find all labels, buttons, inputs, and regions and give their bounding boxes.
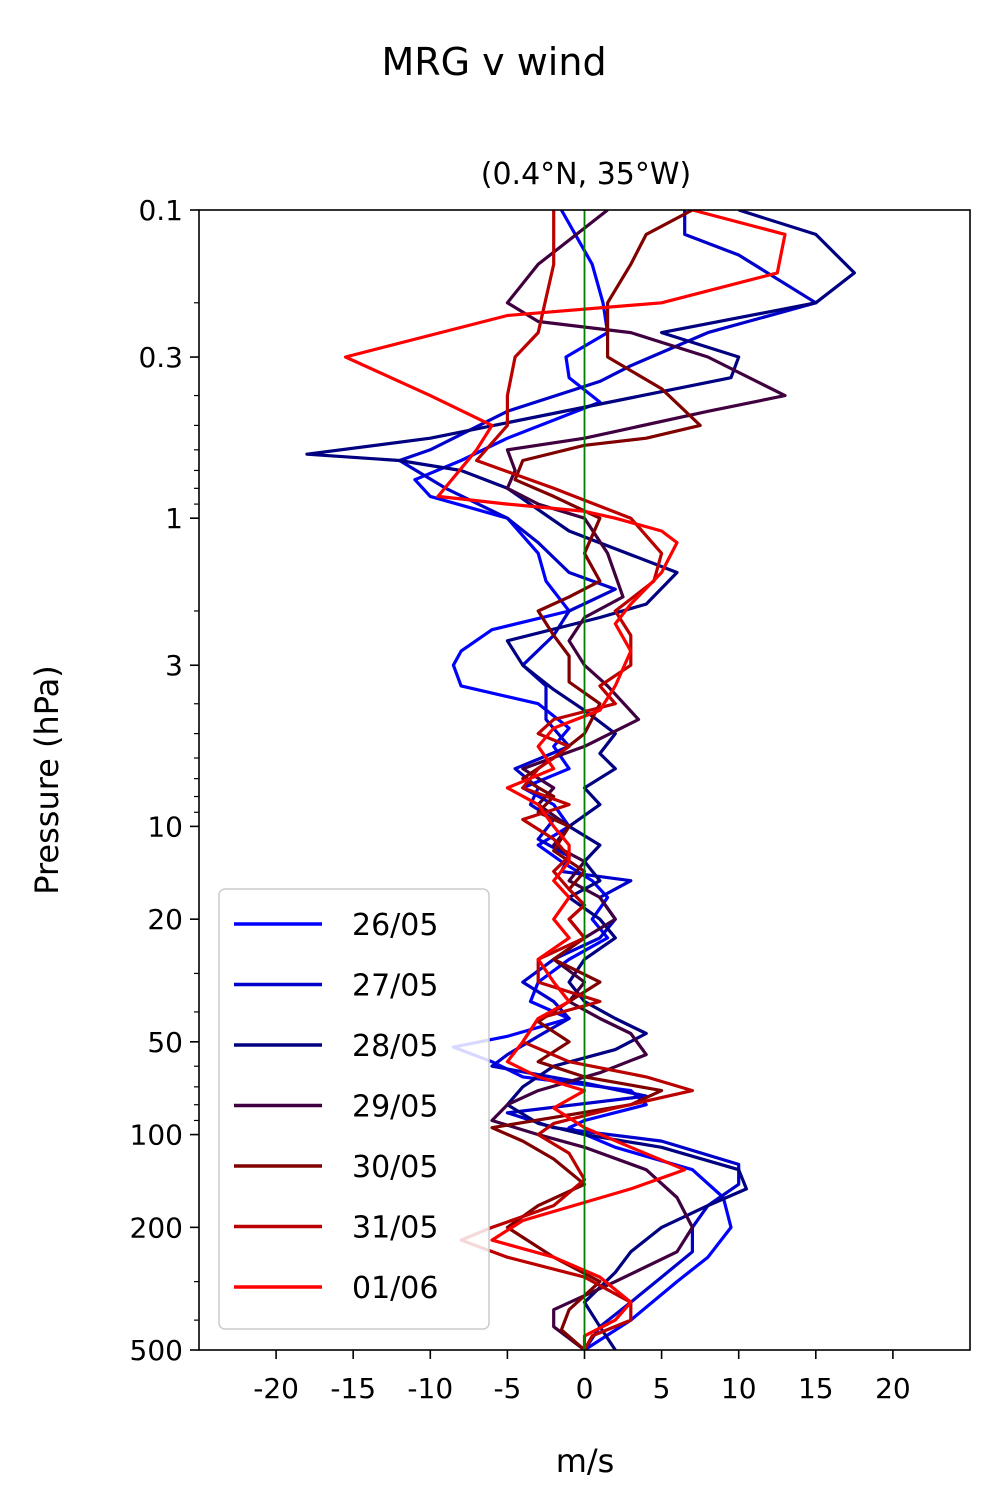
legend-label: 30/05 xyxy=(352,1150,438,1185)
y-tick-label: 100 xyxy=(130,1119,183,1152)
y-tick-label: 3 xyxy=(165,649,183,682)
series-line-7 xyxy=(343,210,787,1350)
x-tick-label: 15 xyxy=(798,1372,834,1405)
series-lines xyxy=(305,210,856,1350)
x-tick-label: -5 xyxy=(493,1372,521,1405)
y-tick-label: 10 xyxy=(147,810,183,843)
y-tick-label: 0.1 xyxy=(138,194,183,227)
legend-label: 27/05 xyxy=(352,969,438,1004)
series-line-6 xyxy=(459,210,694,1350)
x-tick-label: 5 xyxy=(653,1372,671,1405)
chart-title: MRG v wind xyxy=(381,40,606,84)
y-tick-label: 1 xyxy=(165,502,183,535)
x-tick-label: -20 xyxy=(253,1372,299,1405)
x-tick-label: 20 xyxy=(875,1372,911,1405)
legend-label: 29/05 xyxy=(352,1090,438,1125)
y-tick-label: 50 xyxy=(147,1026,183,1059)
y-axis-label: Pressure (hPa) xyxy=(28,665,66,895)
legend: 26/05 27/05 28/05 29/05 30/05 31/05 01/06 xyxy=(218,888,490,1330)
legend-label: 26/05 xyxy=(352,908,438,943)
y-tick-label: 500 xyxy=(130,1334,183,1367)
y-tick-label: 0.3 xyxy=(138,341,183,374)
x-tick-label: -15 xyxy=(330,1372,376,1405)
x-tick-label: -10 xyxy=(407,1372,453,1405)
legend-label: 28/05 xyxy=(352,1029,438,1064)
plot-area xyxy=(198,209,971,1351)
x-tick-label: 10 xyxy=(721,1372,757,1405)
x-tick-label: 0 xyxy=(576,1372,594,1405)
legend-box xyxy=(218,888,490,1330)
x-axis-label: m/s xyxy=(556,1442,615,1480)
y-axis: 0.1 0.3 1 3 10 20 50 100 200 500 xyxy=(130,194,199,1367)
series-line-5 xyxy=(490,210,702,1350)
y-tick-label: 20 xyxy=(147,903,183,936)
legend-label: 31/05 xyxy=(352,1211,438,1246)
legend-label: 01/06 xyxy=(352,1271,438,1306)
chart-subtitle: (0.4°N, 35°W) xyxy=(481,157,691,192)
y-tick-label: 200 xyxy=(130,1211,183,1244)
x-axis: -20 -15 -10 -5 0 5 10 15 20 xyxy=(253,1350,911,1405)
series-line-3 xyxy=(305,210,856,1350)
